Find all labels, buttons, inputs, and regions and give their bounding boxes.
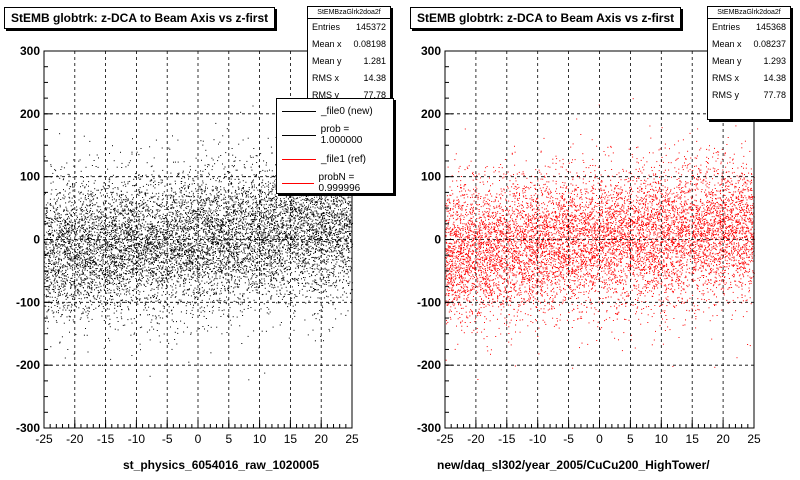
left-y-tick-label: 300: [20, 44, 40, 58]
right-x-tick-label: -10: [529, 432, 547, 446]
right-x-tick-label: -25: [436, 432, 454, 446]
left-stats-rms-x: RMS x 14.38: [312, 73, 386, 83]
left-x-tick-label: 15: [284, 432, 298, 446]
right-stats-rms-y: RMS y 77.78: [712, 90, 786, 100]
left-y-tick-label: -100: [16, 295, 40, 309]
right-y-tick-label: 300: [421, 44, 441, 58]
legend-entry-file0: _file0 (new): [277, 99, 393, 123]
left-y-tick-label: 200: [20, 107, 40, 121]
left-y-tick-label: 0: [33, 233, 40, 247]
legend-entry-prob: prob = 1.000000: [277, 123, 393, 147]
right-x-tick-label: 10: [655, 432, 669, 446]
right-stats-name: StEMBzaGlrk2doa2f: [708, 7, 790, 19]
left-x-tick-label: 0: [195, 432, 202, 446]
left-x-tick-label: -10: [128, 432, 146, 446]
right-y-tick-label: 0: [434, 233, 441, 247]
left-stats-rms-y: RMS y 77.78: [312, 90, 386, 100]
right-x-tick-label: 20: [716, 432, 730, 446]
right-stats-mean-x: Mean x 0.08237: [712, 39, 786, 49]
left-y-tick-label: -300: [16, 421, 40, 435]
right-y-tick-label: -100: [417, 295, 441, 309]
left-chart-title: StEMB globtrk: z-DCA to Beam Axis vs z-f…: [4, 7, 276, 29]
right-x-tick-label: -5: [563, 432, 574, 446]
right-x-tick-label: 15: [686, 432, 700, 446]
right-stats-rms-x: RMS x 14.38: [712, 73, 786, 83]
right-y-tick-label: -300: [417, 421, 441, 435]
left-y-tick-label: -200: [16, 358, 40, 372]
right-x-tick-label: 5: [627, 432, 634, 446]
left-stats-name: StEMBzaGlrk2doa2f: [308, 7, 390, 19]
left-stats-mean-x: Mean x 0.08198: [312, 39, 386, 49]
right-y-tick-label: 200: [421, 107, 441, 121]
right-x-tick-label: -15: [498, 432, 516, 446]
left-x-tick-label: 5: [225, 432, 232, 446]
left-stats-mean-y: Mean y 1.281: [312, 56, 386, 66]
left-x-tick-label: 25: [345, 432, 359, 446]
left-y-tick-label: 100: [20, 170, 40, 184]
legend-box: _file0 (new) prob = 1.000000 _file1 (ref…: [276, 98, 394, 194]
left-x-axis-label: st_physics_6054016_raw_1020005: [123, 458, 320, 472]
right-x-tick-label: 25: [747, 432, 761, 446]
right-stats-mean-y: Mean y 1.293: [712, 56, 786, 66]
right-stats-box: StEMBzaGlrk2doa2f Entries 145368 Mean x 0.…: [707, 6, 791, 120]
right-y-tick-label: -200: [417, 358, 441, 372]
right-scatter-points: [445, 98, 755, 380]
left-x-tick-label: -25: [35, 432, 53, 446]
right-x-tick-label: -20: [467, 432, 485, 446]
legend-entry-file1: _file1 (ref): [277, 147, 393, 171]
left-x-tick-label: -5: [162, 432, 173, 446]
left-scatter-points: [44, 105, 353, 381]
right-stats-entries: Entries 145368: [712, 22, 786, 32]
left-x-tick-label: 10: [253, 432, 267, 446]
left-stats-entries: Entries 145372: [312, 22, 386, 32]
right-y-tick-label: 100: [421, 170, 441, 184]
right-x-axis-label: new/daq_sl302/year_2005/CuCu200_HighTowe…: [437, 458, 710, 472]
left-x-tick-label: -20: [66, 432, 84, 446]
right-x-tick-label: 0: [596, 432, 603, 446]
left-x-tick-label: -15: [97, 432, 115, 446]
right-chart-title: StEMB globtrk: z-DCA to Beam Axis vs z-f…: [410, 7, 682, 29]
legend-entry-probn: probN = 0.999996: [277, 171, 393, 193]
left-x-tick-label: 20: [315, 432, 329, 446]
